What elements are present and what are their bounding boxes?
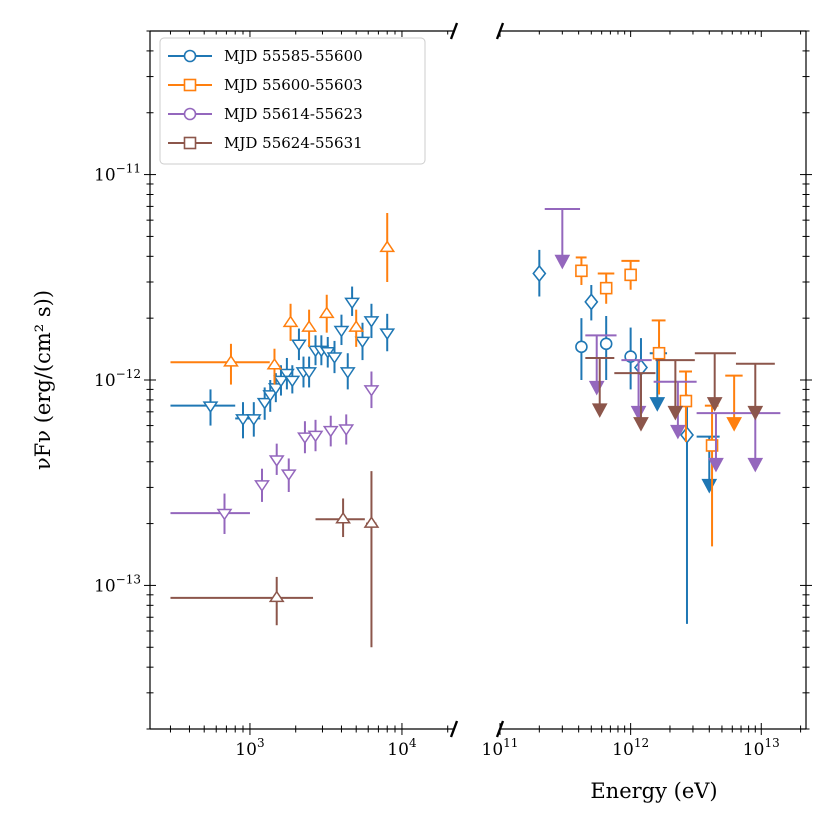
data-point <box>245 414 262 426</box>
data-point <box>202 401 219 414</box>
data-point <box>223 354 239 367</box>
data-point <box>599 337 613 351</box>
data-point <box>278 368 295 381</box>
data-point <box>297 432 313 445</box>
gamma-panel: 1011 1012 1013 <box>482 22 812 760</box>
data-point <box>338 424 355 437</box>
data-point <box>273 375 289 388</box>
upper-limit-arrow <box>706 397 723 412</box>
data-point <box>268 455 285 468</box>
data-point <box>326 352 343 365</box>
data-point <box>333 325 350 338</box>
y-axis-label: νFν (erg/(cm² s)) <box>31 290 55 470</box>
legend-marker <box>183 107 197 121</box>
data-point <box>363 316 380 328</box>
upper-limit-arrow <box>554 254 571 270</box>
data-point <box>584 293 599 311</box>
legend-marker <box>183 49 197 63</box>
data-point <box>363 385 380 397</box>
xray-panel: 10−13 10−12 10−11 103 104 <box>94 22 459 760</box>
upper-limit-arrow <box>747 457 764 473</box>
data-point <box>348 320 365 332</box>
data-point <box>575 340 588 354</box>
data-point <box>216 508 233 521</box>
upper-limit-arrow <box>649 397 666 412</box>
upper-limit-arrow <box>726 417 742 432</box>
upper-limit-arrow <box>747 405 764 421</box>
data-point <box>291 339 307 352</box>
data-point <box>363 516 380 528</box>
data-point <box>307 430 324 443</box>
upper-limit-arrow <box>670 424 686 440</box>
data-point <box>301 320 318 332</box>
data-point <box>532 264 547 283</box>
upper-limit-arrow <box>701 478 718 494</box>
upper-limit-arrow <box>591 403 608 418</box>
series-3 <box>170 471 380 648</box>
upper-limit-arrow <box>633 417 649 432</box>
data-point <box>354 336 371 349</box>
data-point <box>679 394 693 408</box>
data-point <box>652 346 666 360</box>
upper-limit-arrow <box>667 405 684 421</box>
data-point <box>282 315 299 328</box>
upper-limit-arrow <box>588 380 605 396</box>
data-point <box>235 414 251 426</box>
legend: MJD 55585-55600 MJD 55600-55603 MJD 55614-… <box>159 37 426 165</box>
x-tick-label: 104 <box>387 736 417 760</box>
data-point <box>284 375 301 388</box>
data-point <box>679 426 695 444</box>
upper-limit-arrow <box>708 457 724 473</box>
data-point <box>322 425 339 438</box>
axis-break-mark <box>449 720 459 738</box>
legend-label: MJD 55585-55600 <box>224 47 363 65</box>
series-1 <box>170 213 396 385</box>
y-tick-label: 10−11 <box>94 162 141 186</box>
x-tick-label: 1013 <box>743 736 780 760</box>
data-point <box>335 511 351 524</box>
data-point <box>379 240 396 253</box>
series-2 <box>544 207 781 473</box>
legend-label: MJD 55624-55631 <box>224 134 363 152</box>
y-tick-label: 10−13 <box>94 572 141 596</box>
x-axis-label: Energy (eV) <box>590 779 717 803</box>
series-3 <box>585 352 775 432</box>
data-point <box>575 264 588 278</box>
data-point <box>339 367 356 380</box>
data-point <box>624 268 637 282</box>
data-point <box>266 357 283 370</box>
legend-box <box>159 37 426 165</box>
x-tick-label: 103 <box>235 736 264 760</box>
data-point <box>267 383 284 395</box>
data-point <box>318 306 335 319</box>
series-1 <box>575 256 743 547</box>
data-point <box>344 297 361 310</box>
x-tick-label: 1012 <box>612 736 649 760</box>
y-tick-label: 10−12 <box>94 367 141 391</box>
upper-limit-arrow <box>630 405 647 421</box>
data-point <box>599 281 613 295</box>
data-point <box>254 480 270 493</box>
axis-break-mark <box>449 22 459 40</box>
data-point <box>379 328 396 341</box>
series-2 <box>170 371 380 534</box>
y-axis-title: νFν (erg/(cm² s)) <box>31 290 55 470</box>
x-tick-label: 1011 <box>482 736 519 760</box>
legend-label: MJD 55600-55603 <box>224 76 363 94</box>
data-point <box>262 390 279 403</box>
legend-marker <box>183 78 197 92</box>
series-0 <box>170 286 396 439</box>
data-point <box>705 439 719 452</box>
data-point <box>256 397 273 410</box>
legend-marker <box>183 136 197 150</box>
legend-label: MJD 55614-55623 <box>224 105 363 123</box>
data-point <box>280 469 297 482</box>
series-0 <box>532 249 720 624</box>
data-point <box>268 590 285 603</box>
data-point <box>301 367 318 380</box>
